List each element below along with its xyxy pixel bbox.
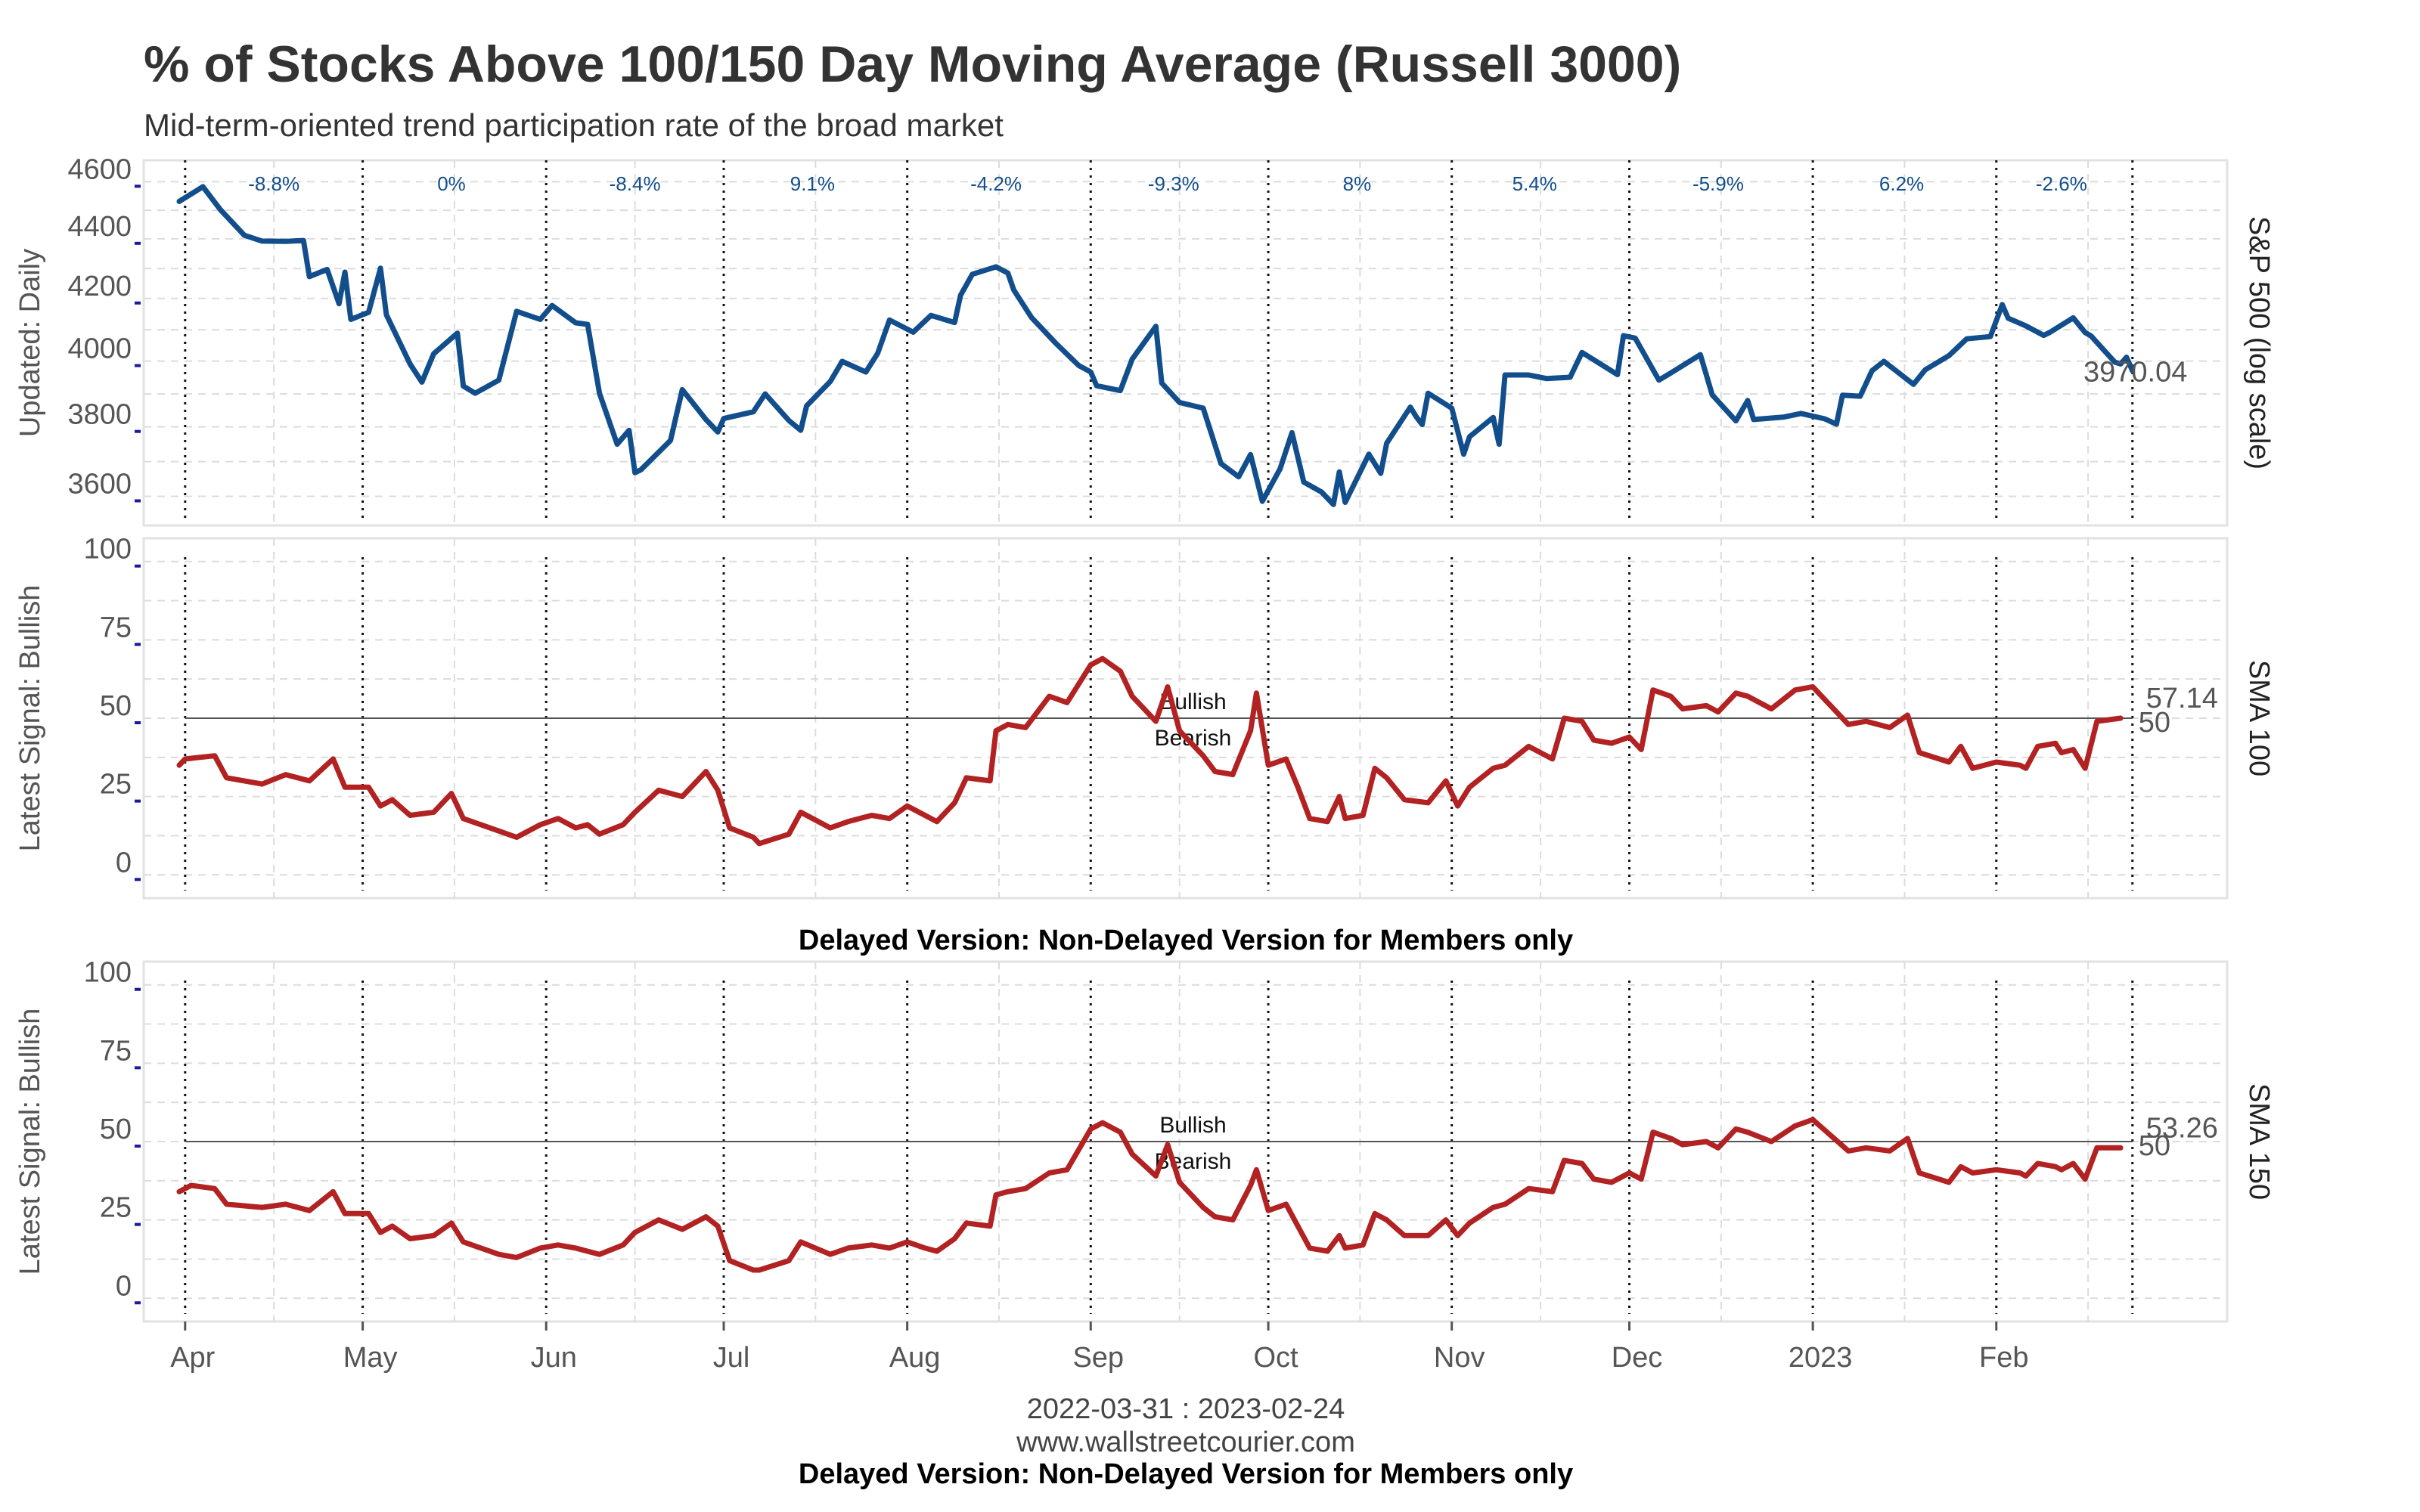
x-tick-label: Aug	[889, 1342, 941, 1374]
monthly-change-label: 6.2%	[1879, 172, 1924, 195]
sp500-series-line	[176, 184, 2136, 507]
monthly-change-label: -2.6%	[2036, 172, 2087, 195]
side-label: Updated: Daily	[14, 249, 46, 437]
side-label: Latest Signal: Bullish	[14, 585, 46, 852]
y-tick-label: 75	[100, 1035, 132, 1067]
monthly-change-label: -8.4%	[610, 172, 661, 195]
x-axis: Apr May Jun Jul Aug Sep Oct Nov Dec 2023 Feb	[170, 1321, 2029, 1374]
sp500-frame	[142, 159, 2229, 527]
right-panel-label: S&P 500 (log scale)	[2243, 216, 2275, 469]
y-tick-label: 4400	[67, 211, 132, 243]
y-tick-label: 3800	[67, 399, 132, 431]
monthly-change-label: -9.3%	[1148, 172, 1199, 195]
y-tick-label: 25	[100, 769, 132, 801]
right-panel-label: SMA 100	[2243, 660, 2275, 776]
chart-title: % of Stocks Above 100/150 Day Moving Ave…	[144, 36, 1681, 93]
x-tick-label: Apr	[170, 1342, 215, 1374]
side-label: Latest Signal: Bullish	[14, 1009, 46, 1275]
last-value-label: 3970.04	[2083, 356, 2187, 388]
footer-site: www.wallstreetcourier.com	[1016, 1427, 1355, 1458]
middle-delayed-banner: Delayed Version: Non-Delayed Version for…	[799, 925, 1573, 956]
sp500-panel: 3600 3800 4000 4200 4400 4600 3970.04 Updated: …	[14, 153, 2275, 527]
last-value-label: 57.14	[2146, 683, 2218, 714]
x-tick-label: Feb	[1979, 1342, 2028, 1374]
last-value-label: 53.26	[2146, 1112, 2218, 1144]
y-tick-label: 100	[84, 534, 132, 565]
x-tick-label: Jul	[713, 1342, 750, 1374]
chart-subtitle: Mid-term-oriented trend participation ra…	[144, 107, 1004, 143]
monthly-change-label: 5.4%	[1512, 172, 1557, 195]
y-tick-label: 100	[84, 957, 132, 989]
y-tick-label: 3600	[67, 468, 132, 500]
x-tick-label: Nov	[1434, 1342, 1485, 1374]
panels: 3600 3800 4000 4200 4400 4600 3970.04 Updated: …	[14, 153, 2275, 1323]
x-tick-label: 2023	[1789, 1342, 1853, 1374]
right-panel-label: SMA 150	[2243, 1083, 2275, 1200]
monthly-change-label: 0%	[437, 172, 466, 195]
y-tick-label: 4600	[67, 153, 132, 185]
monthly-change-label: -8.8%	[248, 172, 299, 195]
footer-date-range: 2022-03-31 : 2023-02-24	[1027, 1393, 1345, 1425]
threshold-value-label: 50	[2139, 1130, 2170, 1162]
monthly-change-label: -4.2%	[970, 172, 1022, 195]
bearish-label: Bearish	[1155, 1149, 1232, 1174]
y-tick-label: 25	[100, 1192, 132, 1224]
monthly-change-label: 9.1%	[790, 172, 835, 195]
y-tick-label: 0	[116, 1270, 132, 1302]
y-tick-label: 50	[100, 690, 132, 722]
bullish-label: Bullish	[1159, 1113, 1226, 1138]
x-tick-label: Sep	[1072, 1342, 1124, 1374]
y-tick-label: 0	[116, 847, 132, 878]
x-tick-label: May	[343, 1342, 398, 1374]
y-tick-label: 75	[100, 612, 132, 643]
x-tick-label: Oct	[1254, 1342, 1299, 1374]
threshold-value-label: 50	[2139, 707, 2170, 739]
x-tick-label: Jun	[531, 1342, 577, 1374]
y-tick-label: 4000	[67, 333, 132, 365]
sma150-series-line	[176, 1117, 2124, 1273]
monthly-change-label: 8%	[1343, 172, 1372, 195]
sma100-series-line	[176, 655, 2124, 847]
footer-delayed-banner: Delayed Version: Non-Delayed Version for…	[799, 1458, 1573, 1490]
monthly-change-label: -5.9%	[1692, 172, 1744, 195]
y-tick-label: 50	[100, 1114, 132, 1145]
x-tick-label: Dec	[1612, 1342, 1663, 1374]
y-tick-label: 4200	[67, 271, 132, 302]
